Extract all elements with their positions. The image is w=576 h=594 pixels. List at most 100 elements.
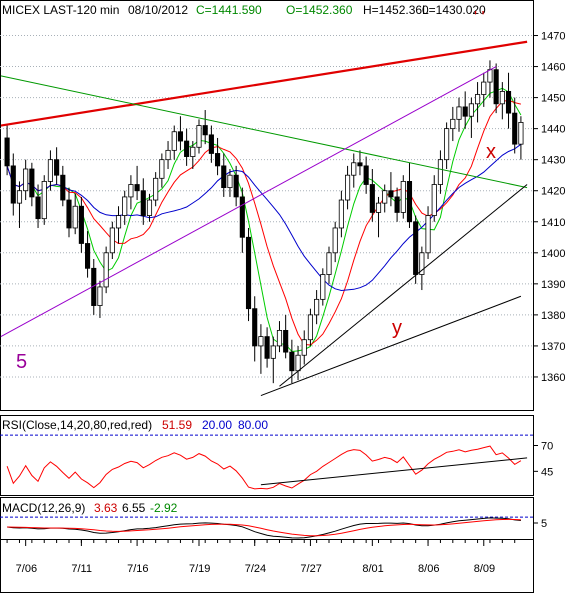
candle-down — [493, 69, 499, 105]
header-low: L=1430.020 — [422, 3, 486, 17]
candle-up — [122, 196, 128, 216]
candle-up — [72, 205, 78, 229]
candle-down — [60, 174, 66, 201]
candle-up — [115, 215, 122, 229]
top-mark-label: ' ' — [474, 9, 485, 26]
candle-up — [468, 103, 474, 117]
price-tick-label: 1420 — [541, 186, 565, 198]
macd-tick-label: 5 — [541, 518, 547, 530]
candle-up — [153, 177, 159, 201]
support-line-lower — [260, 295, 522, 397]
candle-up — [351, 162, 357, 176]
candle-up — [307, 314, 313, 341]
candle-up — [16, 190, 23, 204]
candle-up — [338, 199, 344, 229]
macd-v3: -2.92 — [150, 501, 178, 515]
candle-up — [190, 146, 196, 157]
header-date: 08/10/2012 — [128, 3, 188, 17]
rsi-upper: 80.00 — [238, 418, 268, 432]
candle-down — [283, 329, 289, 353]
candle-up — [419, 252, 425, 275]
date-tick-label: 7/11 — [71, 563, 92, 575]
candle-down — [202, 125, 208, 136]
candle-down — [78, 205, 84, 244]
date-tick-label: 7/16 — [127, 563, 148, 575]
macd-signal-line — [7, 518, 521, 537]
price-tick-label: 1370 — [541, 341, 565, 353]
candle-up — [518, 122, 524, 145]
candle-down — [208, 134, 214, 154]
candle-up — [227, 174, 233, 189]
candle-down — [215, 153, 221, 167]
candle-down — [140, 190, 146, 216]
candle-up — [475, 94, 481, 105]
candle-up — [326, 252, 332, 275]
candle-down — [363, 165, 369, 185]
macd-v1: 3.63 — [94, 501, 118, 515]
candle-up — [431, 184, 437, 216]
candle-up — [345, 174, 351, 201]
date-tick-label: 7/06 — [16, 563, 37, 575]
candle-up — [23, 168, 29, 192]
header-open: O=1452.360 — [286, 3, 353, 17]
price-tick-label: 1470 — [541, 31, 565, 43]
rsi-tick-label: 45 — [541, 466, 553, 478]
trendline-red-upper — [0, 40, 528, 127]
candle-down — [505, 90, 512, 114]
candle-up — [332, 227, 338, 254]
header-high: H=1452.360 — [363, 3, 429, 17]
wave-x-label: x — [486, 141, 496, 163]
candle-down — [233, 174, 239, 198]
candle-up — [487, 69, 493, 83]
candle-down — [413, 221, 419, 275]
candle-up — [165, 149, 171, 161]
candle-down — [394, 196, 400, 213]
price-tick-label: 1390 — [541, 279, 565, 291]
candle-up — [437, 159, 443, 185]
candle-down — [134, 184, 140, 192]
candle-down — [66, 199, 72, 229]
candle-up — [456, 106, 462, 120]
rsi-tick-label: 70 — [541, 441, 553, 453]
header-symbol: MICEX LAST-120 min — [2, 3, 119, 17]
rsi-panel — [0, 415, 534, 496]
header-close: C=1441.590 — [196, 3, 262, 17]
date-tick-label: 8/06 — [418, 563, 439, 575]
candle-down — [85, 243, 91, 269]
rsi-label: RSI(Close,14,20,80,red,red) — [2, 418, 152, 432]
candle-up — [109, 227, 115, 254]
date-axis: 7/06 7/11 7/16 7/19 7/24 7/27 8/01 8/06 8/09 — [6, 540, 516, 575]
date-tick-label: 7/27 — [300, 563, 321, 575]
candle-up — [295, 354, 301, 372]
price-axis: 1360 1370 1380 1390 1400 1410 1420 1430 1440 1450… — [533, 31, 565, 384]
price-tick-label: 1450 — [541, 93, 565, 105]
wave-y-label: y — [392, 317, 402, 339]
candle-down — [29, 168, 35, 198]
price-tick-label: 1410 — [541, 217, 565, 229]
date-tick-label: 8/01 — [362, 563, 383, 575]
candle-down — [54, 159, 60, 176]
candle-down — [177, 131, 183, 142]
candle-down — [289, 351, 295, 372]
candle-down — [462, 106, 468, 117]
candle-down — [35, 196, 41, 220]
date-tick-label: 7/19 — [189, 563, 210, 575]
candle-up — [146, 199, 153, 216]
trendlines — [0, 40, 528, 397]
trendline-green — [0, 75, 528, 189]
price-tick-label: 1400 — [541, 248, 565, 260]
candle-up — [499, 90, 505, 105]
candle-up — [400, 181, 406, 213]
candle-up — [270, 345, 276, 359]
candle-up — [276, 329, 283, 347]
macd-panel — [0, 497, 534, 540]
date-tick-label: 8/09 — [474, 563, 495, 575]
candle-down — [4, 137, 10, 167]
candle-down — [512, 112, 518, 145]
candle-up — [314, 298, 320, 316]
candle-down — [239, 196, 245, 238]
rsi-trendline — [260, 457, 528, 486]
support-line-upper — [279, 184, 528, 387]
macd-label: MACD(12,26,9) — [2, 501, 85, 515]
